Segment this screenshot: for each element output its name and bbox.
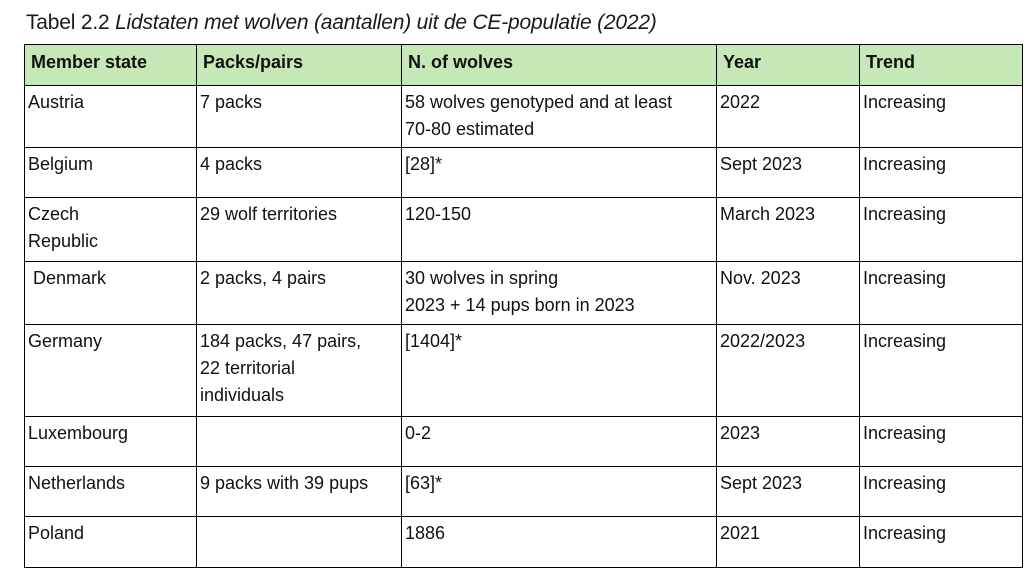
cell-member-state: Belgium bbox=[24, 147, 197, 198]
cell-line: 9 packs with 39 pups bbox=[200, 473, 369, 493]
cell-trend: Increasing bbox=[859, 147, 1023, 198]
cell-line: Netherlands bbox=[28, 473, 126, 493]
cell-line: 58 wolves genotyped and at least bbox=[405, 92, 673, 112]
cell-packs bbox=[196, 416, 402, 467]
header-year: Year bbox=[716, 44, 860, 86]
cell-member-state: Denmark bbox=[24, 261, 197, 325]
cell-packs bbox=[196, 516, 402, 568]
cell-line: individuals bbox=[200, 385, 285, 405]
cell-line: 0-2 bbox=[405, 423, 432, 443]
cell-wolves: [1404]* bbox=[401, 324, 717, 417]
cell-line: Poland bbox=[28, 523, 85, 543]
cell-wolves: 120-150 bbox=[401, 197, 717, 262]
cell-year: 2022 bbox=[716, 85, 860, 148]
cell-line: [28]* bbox=[405, 154, 443, 174]
cell-member-state: Austria bbox=[24, 85, 197, 148]
cell-year: Nov. 2023 bbox=[716, 261, 860, 325]
cell-line: 1886 bbox=[405, 523, 446, 543]
cell-line: Czech bbox=[28, 204, 80, 224]
cell-wolves: 1886 bbox=[401, 516, 717, 568]
cell-line: 2 packs, 4 pairs bbox=[200, 268, 327, 288]
cell-packs: 29 wolf territories bbox=[196, 197, 402, 262]
cell-wolves: 30 wolves in spring 2023 + 14 pups born i… bbox=[401, 261, 717, 325]
cell-line: 2023 + 14 pups born in 2023 bbox=[405, 295, 635, 315]
cell-member-state: Luxembourg bbox=[24, 416, 197, 467]
cell-packs: 7 packs bbox=[196, 85, 402, 148]
header-trend: Trend bbox=[859, 44, 1023, 86]
cell-line: 184 packs, 47 pairs, bbox=[200, 331, 362, 351]
header-packs-pairs: Packs/pairs bbox=[196, 44, 402, 86]
table-row: Germany 184 packs, 47 pairs, 22 territori… bbox=[24, 324, 1023, 417]
cell-trend: Increasing bbox=[859, 85, 1023, 148]
cell-wolves: [28]* bbox=[401, 147, 717, 198]
cell-member-state: Netherlands bbox=[24, 466, 197, 517]
cell-line: 120-150 bbox=[405, 204, 472, 224]
wolf-population-table: Member state Packs/pairs N. of wolves Ye… bbox=[24, 44, 1023, 568]
cell-year: Sept 2023 bbox=[716, 466, 860, 517]
cell-line: [1404]* bbox=[405, 331, 463, 351]
table-row: Poland 1886 2021 Increasing bbox=[24, 516, 1023, 568]
cell-wolves: 0-2 bbox=[401, 416, 717, 467]
caption-title: Lidstaten met wolven (aantallen) uit de … bbox=[115, 11, 657, 34]
cell-line: 30 wolves in spring bbox=[405, 268, 559, 288]
cell-trend: Increasing bbox=[859, 324, 1023, 417]
caption-prefix: Tabel 2.2 bbox=[26, 11, 116, 34]
cell-packs: 4 packs bbox=[196, 147, 402, 198]
table-caption: Tabel 2.2 Lidstaten met wolven (aantalle… bbox=[26, 10, 657, 36]
cell-line: Austria bbox=[28, 92, 85, 112]
cell-member-state: Germany bbox=[24, 324, 197, 417]
cell-member-state: Czech Republic bbox=[24, 197, 197, 262]
cell-line: Luxembourg bbox=[28, 423, 129, 443]
cell-line: Denmark bbox=[33, 268, 107, 288]
cell-line: Republic bbox=[28, 231, 99, 251]
cell-member-state: Poland bbox=[24, 516, 197, 568]
cell-trend: Increasing bbox=[859, 261, 1023, 325]
cell-packs: 2 packs, 4 pairs bbox=[196, 261, 402, 325]
table-row: Netherlands 9 packs with 39 pups [63]* S… bbox=[24, 466, 1023, 517]
cell-packs: 9 packs with 39 pups bbox=[196, 466, 402, 517]
header-n-of-wolves: N. of wolves bbox=[401, 44, 717, 86]
cell-line: 22 territorial bbox=[200, 358, 296, 378]
table-header-row: Member state Packs/pairs N. of wolves Ye… bbox=[24, 44, 1023, 86]
cell-line: [63]* bbox=[405, 473, 443, 493]
cell-line: 4 packs bbox=[200, 154, 263, 174]
cell-trend: Increasing bbox=[859, 466, 1023, 517]
cell-line: 29 wolf territories bbox=[200, 204, 338, 224]
table-row: Austria 7 packs 58 wolves genotyped and … bbox=[24, 85, 1023, 148]
cell-line: 70-80 estimated bbox=[405, 119, 535, 139]
cell-line: Belgium bbox=[28, 154, 94, 174]
cell-line: 7 packs bbox=[200, 92, 263, 112]
cell-line: Germany bbox=[28, 331, 103, 351]
cell-trend: Increasing bbox=[859, 197, 1023, 262]
table-row: Belgium 4 packs [28]* Sept 2023 Increasi… bbox=[24, 147, 1023, 198]
cell-trend: Increasing bbox=[859, 416, 1023, 467]
cell-wolves: [63]* bbox=[401, 466, 717, 517]
cell-year: Sept 2023 bbox=[716, 147, 860, 198]
table-row: Denmark 2 packs, 4 pairs 30 wolves in sp… bbox=[24, 261, 1023, 325]
table-row: Czech Republic 29 wolf territories 120-15… bbox=[24, 197, 1023, 262]
cell-year: 2022/2023 bbox=[716, 324, 860, 417]
table-row: Luxembourg 0-2 2023 Increasing bbox=[24, 416, 1023, 467]
cell-year: March 2023 bbox=[716, 197, 860, 262]
cell-packs: 184 packs, 47 pairs, 22 territorial indivi… bbox=[196, 324, 402, 417]
header-member-state: Member state bbox=[24, 44, 197, 86]
cell-year: 2023 bbox=[716, 416, 860, 467]
cell-year: 2021 bbox=[716, 516, 860, 568]
cell-wolves: 58 wolves genotyped and at least 70-80 es… bbox=[401, 85, 717, 148]
cell-trend: Increasing bbox=[859, 516, 1023, 568]
